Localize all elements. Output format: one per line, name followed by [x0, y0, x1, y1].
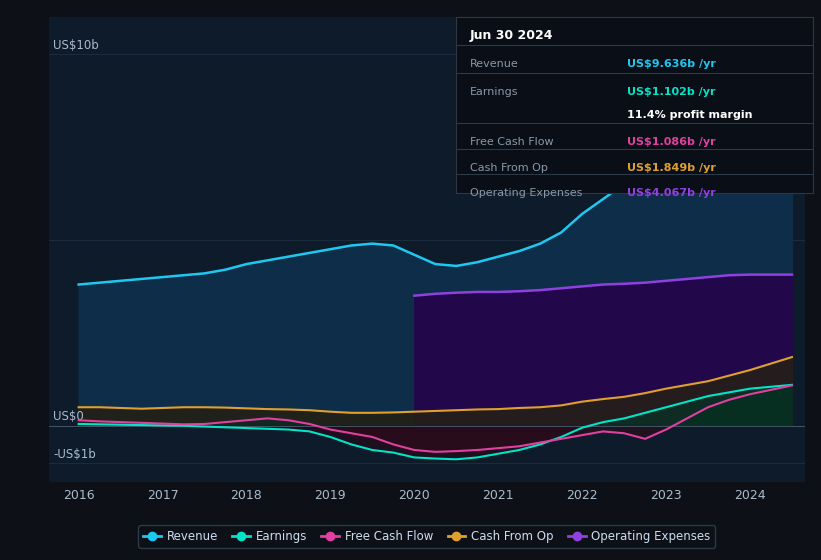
- Text: US$1.849b /yr: US$1.849b /yr: [627, 163, 716, 173]
- Text: Jun 30 2024: Jun 30 2024: [470, 29, 553, 42]
- Text: -US$1b: -US$1b: [53, 447, 96, 461]
- Text: Operating Expenses: Operating Expenses: [470, 188, 582, 198]
- Text: US$10b: US$10b: [53, 39, 99, 52]
- Text: US$9.636b /yr: US$9.636b /yr: [627, 59, 716, 69]
- Text: 11.4% profit margin: 11.4% profit margin: [627, 110, 753, 120]
- Text: Free Cash Flow: Free Cash Flow: [470, 137, 553, 147]
- Text: Cash From Op: Cash From Op: [470, 163, 548, 173]
- Text: US$0: US$0: [53, 410, 84, 423]
- Text: US$1.102b /yr: US$1.102b /yr: [627, 87, 716, 97]
- Text: Earnings: Earnings: [470, 87, 518, 97]
- Text: US$1.086b /yr: US$1.086b /yr: [627, 137, 716, 147]
- Text: Revenue: Revenue: [470, 59, 519, 69]
- Legend: Revenue, Earnings, Free Cash Flow, Cash From Op, Operating Expenses: Revenue, Earnings, Free Cash Flow, Cash …: [139, 525, 715, 548]
- Text: US$4.067b /yr: US$4.067b /yr: [627, 188, 716, 198]
